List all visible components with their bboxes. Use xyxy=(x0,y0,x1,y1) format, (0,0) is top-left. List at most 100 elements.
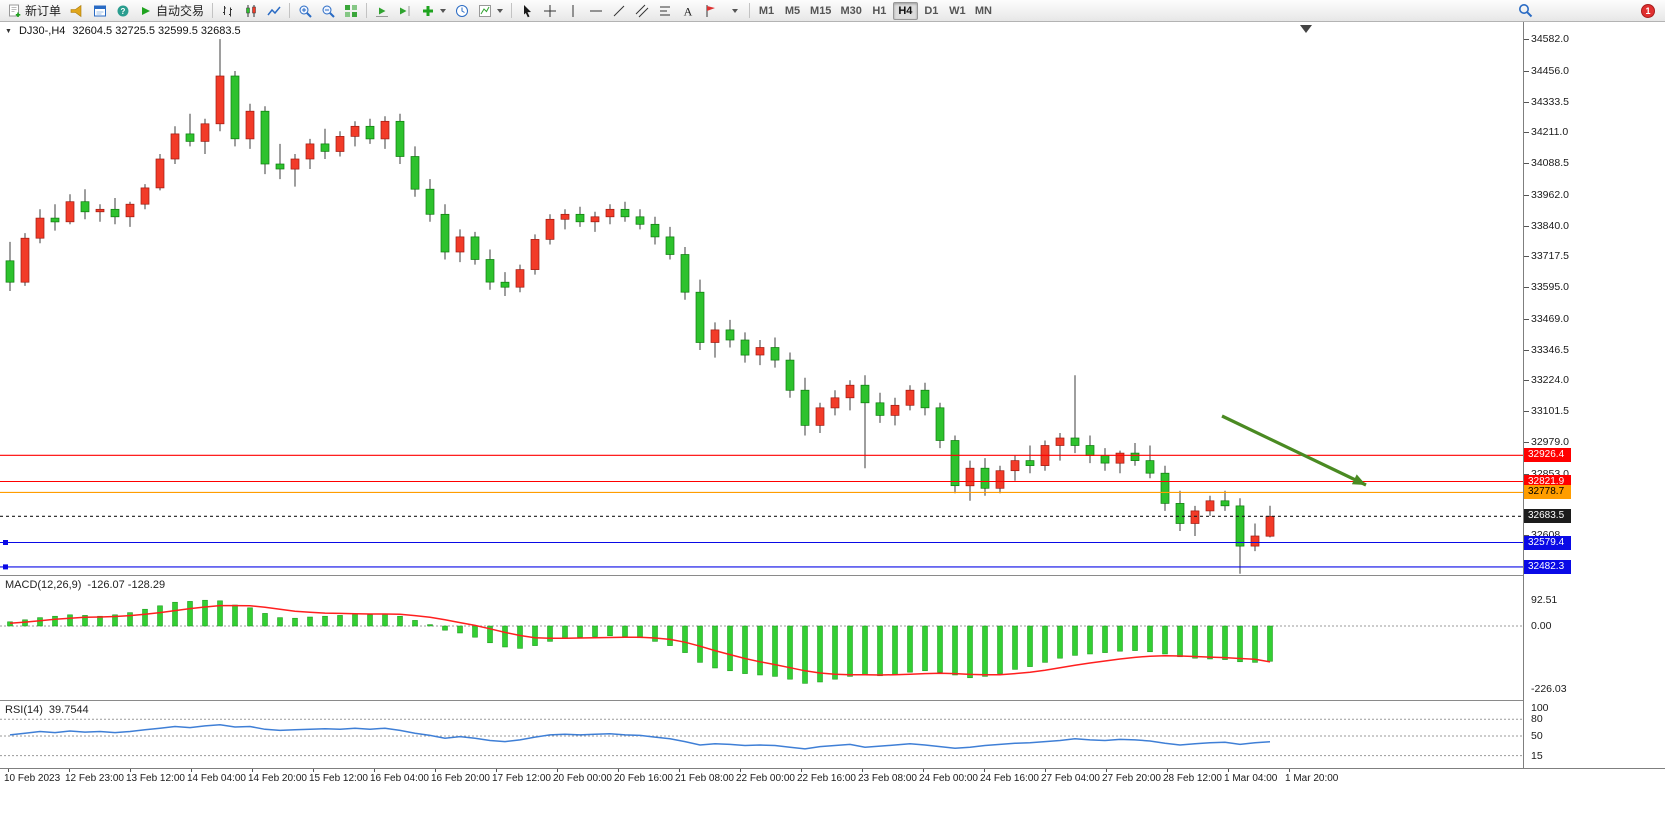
line-chart-icon xyxy=(267,6,281,15)
timeframe-m30-button[interactable]: M30 xyxy=(836,2,865,20)
rsi-name: RSI(14) xyxy=(5,704,43,716)
time-label: 1 Mar 20:00 xyxy=(1285,773,1339,784)
chart-shift-button[interactable] xyxy=(394,1,416,21)
chart-shift-marker[interactable] xyxy=(1300,25,1312,33)
shapes-dropdown-button[interactable] xyxy=(723,1,745,21)
time-label: 16 Feb 04:00 xyxy=(370,773,429,784)
cursor-button[interactable] xyxy=(516,1,538,21)
crosshair-button[interactable] xyxy=(539,1,561,21)
market-watch-button[interactable] xyxy=(89,1,111,21)
equidistant-channel-button[interactable] xyxy=(631,1,653,21)
candle-bearish xyxy=(1160,472,1170,504)
timeframe-h1-button[interactable]: H1 xyxy=(867,2,892,20)
candlestick-chart-button[interactable] xyxy=(240,1,262,21)
line-chart-button[interactable] xyxy=(263,1,285,21)
bar-chart-button[interactable] xyxy=(217,1,239,21)
candle-bearish xyxy=(440,213,450,253)
macd-canvas[interactable] xyxy=(0,576,1523,700)
price-tick-label: 33346.5 xyxy=(1531,343,1569,356)
help-button[interactable]: ? xyxy=(112,1,134,21)
zoom-in-icon xyxy=(299,5,312,18)
macd-histogram-bar xyxy=(622,625,628,637)
indicators-button[interactable] xyxy=(417,1,450,21)
price-axis[interactable]: 34582.0 34456.0 34333.5 34211.0 34088.5 33962… xyxy=(1523,22,1665,786)
time-label: 16 Feb 20:00 xyxy=(431,773,490,784)
candle-bearish xyxy=(800,389,810,426)
time-tick-mark xyxy=(1167,769,1168,772)
candle-bearish xyxy=(260,110,270,165)
auto-scroll-button[interactable] xyxy=(371,1,393,21)
timeframe-m5-button[interactable]: M5 xyxy=(780,2,805,20)
macd-axis-label: 0.00 xyxy=(1531,620,1552,632)
horizontal-line-icon xyxy=(590,10,603,11)
candle-bullish xyxy=(35,217,45,239)
candle-bullish xyxy=(965,467,975,487)
rsi-canvas[interactable] xyxy=(0,701,1523,768)
candlestick-chart-icon xyxy=(246,4,256,17)
macd-histogram-bar xyxy=(307,616,313,627)
candle-bearish xyxy=(785,359,795,391)
macd-histogram-bar xyxy=(472,625,478,638)
rsi-line xyxy=(9,724,1271,750)
toolbar-separator xyxy=(366,3,368,18)
candle-bearish xyxy=(1130,452,1140,461)
new-order-button[interactable]: 新订单 xyxy=(4,1,65,21)
time-label: 27 Feb 20:00 xyxy=(1102,773,1161,784)
tile-windows-button[interactable] xyxy=(340,1,362,21)
timeframe-w1-button[interactable]: W1 xyxy=(945,2,970,20)
time-tick-mark xyxy=(191,769,192,772)
text-tool-button[interactable]: A xyxy=(677,1,699,21)
vertical-line-button[interactable] xyxy=(562,1,584,21)
timeframe-d1-button[interactable]: D1 xyxy=(919,2,944,20)
timeframe-m15-button[interactable]: M15 xyxy=(806,2,835,20)
candle-bearish xyxy=(635,216,645,225)
time-tick-mark xyxy=(1289,769,1290,772)
templates-button[interactable] xyxy=(474,1,507,21)
candle-bullish xyxy=(455,236,465,253)
time-tick-mark xyxy=(1045,769,1046,772)
notification-badge[interactable]: 1 xyxy=(1641,3,1655,18)
macd-axis-label: 92.51 xyxy=(1531,594,1558,607)
price-tick-mark xyxy=(1524,349,1529,351)
price-tick-mark xyxy=(1524,256,1529,258)
macd-histogram-bar xyxy=(172,601,178,627)
autotrading-label: 自动交易 xyxy=(156,4,205,18)
macd-histogram-bar xyxy=(742,625,748,674)
panel-divider-rsi[interactable] xyxy=(0,700,1665,701)
candle-bullish xyxy=(1190,510,1200,524)
timeframe-h4-button[interactable]: H4 xyxy=(892,1,918,20)
price-chart-canvas[interactable] xyxy=(0,22,1523,575)
horizontal-line-button[interactable] xyxy=(585,1,607,21)
arrow-label-button[interactable] xyxy=(700,1,722,21)
macd-histogram-bar xyxy=(892,625,898,675)
macd-histogram-bar xyxy=(847,625,853,677)
toolbar-separator xyxy=(289,3,291,18)
periods-button[interactable] xyxy=(451,1,473,21)
zoom-in-button[interactable] xyxy=(294,1,316,21)
collapse-panel-icon[interactable]: ▼ xyxy=(5,27,12,35)
search-button[interactable] xyxy=(1514,1,1537,21)
macd-axis-label: -226.03 xyxy=(1531,683,1567,696)
timeframe-mn-button[interactable]: MN xyxy=(971,2,996,20)
trend-arrow[interactable] xyxy=(1221,414,1367,487)
announcements-button[interactable] xyxy=(66,1,88,21)
candle-bullish xyxy=(290,158,300,170)
hline-handle[interactable] xyxy=(3,540,8,545)
time-axis[interactable]: 10 Feb 2023 12 Feb 23:00 13 Feb 12:00 14 Fe… xyxy=(0,768,1665,786)
fibonacci-button[interactable] xyxy=(654,1,676,21)
panel-divider-macd[interactable] xyxy=(0,575,1665,576)
price-tick-label: 34582.0 xyxy=(1531,33,1569,46)
macd-histogram-bar xyxy=(562,625,568,639)
autotrading-button[interactable]: 自动交易 xyxy=(135,1,208,21)
candle-bearish xyxy=(230,75,240,140)
hline-handle[interactable] xyxy=(3,564,8,570)
candle-bullish xyxy=(995,470,1005,489)
trendline-button[interactable] xyxy=(608,1,630,21)
candle-bearish xyxy=(1085,445,1095,456)
timeframe-m1-button[interactable]: M1 xyxy=(754,2,779,20)
macd-histogram-bar xyxy=(727,625,733,672)
price-tick-mark xyxy=(1524,194,1529,196)
candle-bullish xyxy=(200,123,210,142)
zoom-out-button[interactable] xyxy=(317,1,339,21)
candle-bullish xyxy=(95,208,105,213)
